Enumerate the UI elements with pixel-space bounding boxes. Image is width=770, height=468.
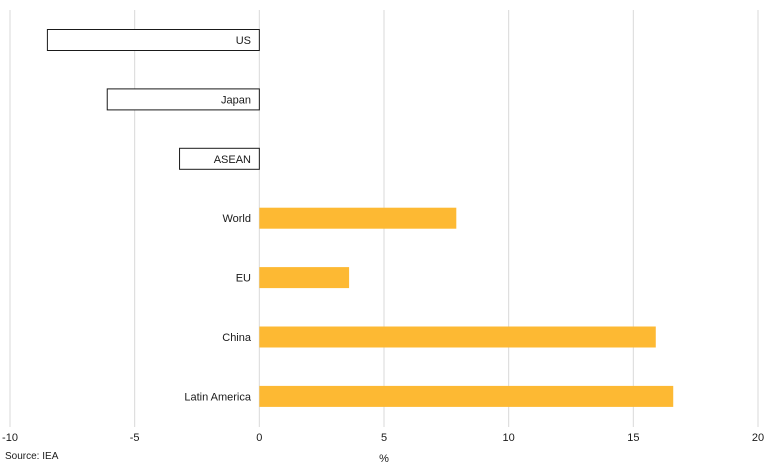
x-tick-label: 0 bbox=[256, 432, 262, 444]
category-label: ASEAN bbox=[214, 154, 251, 166]
category-labels: US Japan ASEAN World EU China Latin America bbox=[184, 35, 252, 403]
category-label: Latin America bbox=[184, 391, 252, 403]
category-label: World bbox=[222, 213, 251, 225]
category-label: EU bbox=[236, 273, 251, 285]
x-tick-label: 15 bbox=[627, 432, 639, 444]
bar-eu bbox=[259, 267, 350, 289]
category-label: Japan bbox=[221, 94, 251, 106]
x-tick-label: 5 bbox=[381, 432, 387, 444]
x-axis-label: % bbox=[379, 453, 389, 465]
x-tick-label: 20 bbox=[752, 432, 764, 444]
x-tick-label: 10 bbox=[503, 432, 515, 444]
bar-us bbox=[46, 29, 260, 51]
x-tick-label: -10 bbox=[2, 432, 18, 444]
bar-world bbox=[259, 207, 457, 229]
source-note: Source: IEA bbox=[5, 451, 59, 462]
bar-asean bbox=[179, 147, 260, 170]
x-tick-labels: -10 -5 0 5 10 15 20 bbox=[2, 432, 764, 444]
bar-japan bbox=[106, 88, 260, 111]
x-tick-label: -5 bbox=[130, 432, 140, 444]
bars bbox=[46, 29, 674, 407]
bar-latin-america bbox=[259, 385, 674, 407]
category-label: China bbox=[222, 332, 252, 344]
category-label: US bbox=[236, 35, 251, 47]
bar-china bbox=[259, 326, 656, 348]
